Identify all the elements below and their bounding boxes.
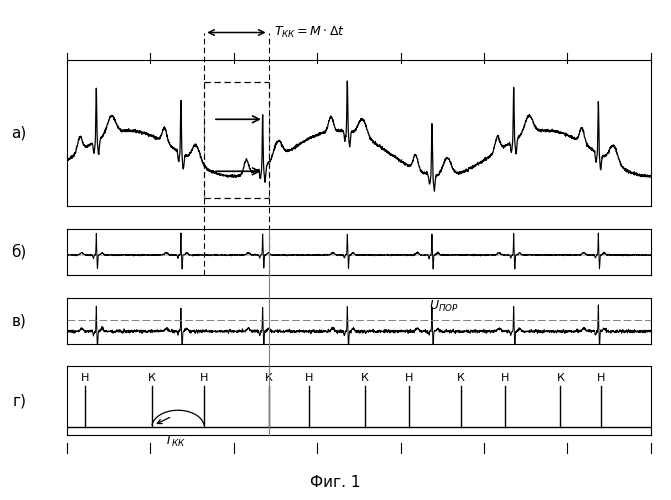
Text: Н: Н <box>81 372 89 382</box>
Text: г): г) <box>12 393 26 408</box>
Text: Фиг. 1: Фиг. 1 <box>310 475 361 490</box>
Text: в): в) <box>11 313 26 328</box>
Text: $U_{{ПОР}}$: $U_{{ПОР}}$ <box>429 298 459 314</box>
Text: Н: Н <box>305 372 313 382</box>
Text: $T_{КК}$: $T_{КК}$ <box>164 434 187 448</box>
Text: К: К <box>264 372 272 382</box>
Text: Н: Н <box>501 372 509 382</box>
Text: а): а) <box>11 126 26 140</box>
Text: Н: Н <box>405 372 413 382</box>
Text: К: К <box>556 372 564 382</box>
Text: К: К <box>361 372 369 382</box>
Text: б): б) <box>11 244 26 260</box>
Text: Н: Н <box>200 372 209 382</box>
Text: К: К <box>148 372 156 382</box>
Text: $T_{КК} = M \cdot \Delta t$: $T_{КК} = M \cdot \Delta t$ <box>274 25 345 40</box>
Text: Н: Н <box>597 372 605 382</box>
Text: К: К <box>457 372 465 382</box>
